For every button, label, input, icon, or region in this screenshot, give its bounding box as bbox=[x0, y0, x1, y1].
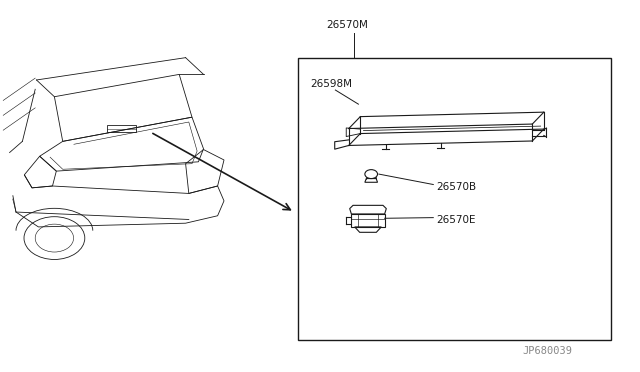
Text: 26598M: 26598M bbox=[310, 78, 353, 89]
Bar bbox=[108, 125, 136, 132]
Text: 26570M: 26570M bbox=[326, 20, 368, 30]
Text: JP680039: JP680039 bbox=[523, 346, 573, 356]
Bar bbox=[298, 58, 611, 340]
Text: 26570B: 26570B bbox=[436, 182, 477, 192]
Text: 26570E: 26570E bbox=[436, 215, 476, 225]
